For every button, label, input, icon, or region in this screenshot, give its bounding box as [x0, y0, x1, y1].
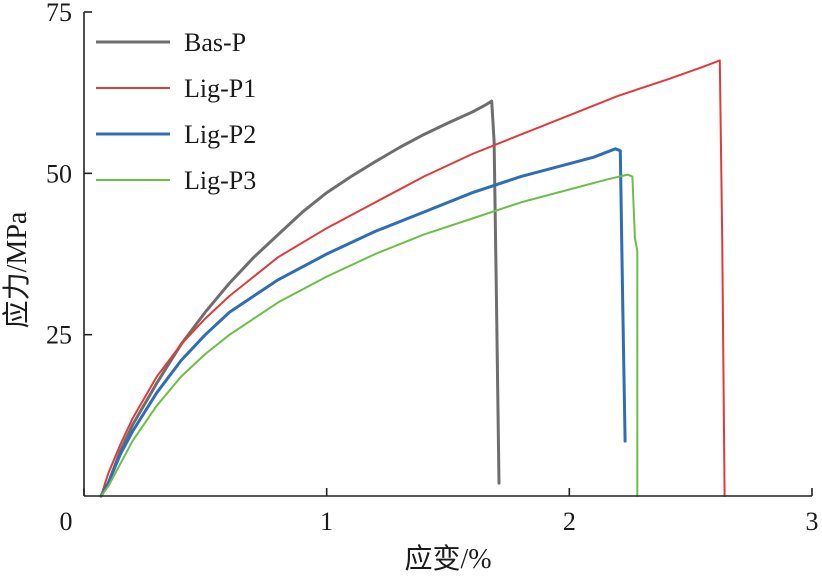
legend-label-lig-p2: Lig-P2	[184, 120, 256, 149]
legend-label-lig-p3: Lig-P3	[184, 166, 256, 195]
series-line-bas-p	[99, 99, 501, 498]
series-line-lig-p2	[99, 147, 627, 498]
x-tick-label: 2	[563, 507, 576, 536]
x-axis-title: 应变/%	[404, 543, 491, 575]
plot-area	[99, 59, 726, 498]
y-tick-label: 75	[46, 0, 72, 27]
x-tick-label: 0	[60, 507, 73, 536]
axes: 0 1 2 3 25 50 75	[46, 0, 819, 536]
x-tick-label: 3	[806, 507, 819, 536]
legend: Bas-P Lig-P1 Lig-P2 Lig-P3	[96, 28, 256, 195]
y-axis-title: 应力/MPa	[1, 211, 33, 328]
y-tick-label: 50	[46, 159, 72, 188]
legend-label-bas-p: Bas-P	[184, 28, 246, 57]
series-line-lig-p1	[100, 59, 726, 497]
y-tick-label: 25	[46, 321, 72, 350]
x-tick-label: 1	[320, 507, 333, 536]
series-line-lig-p3	[100, 173, 639, 497]
legend-label-lig-p1: Lig-P1	[184, 74, 256, 103]
